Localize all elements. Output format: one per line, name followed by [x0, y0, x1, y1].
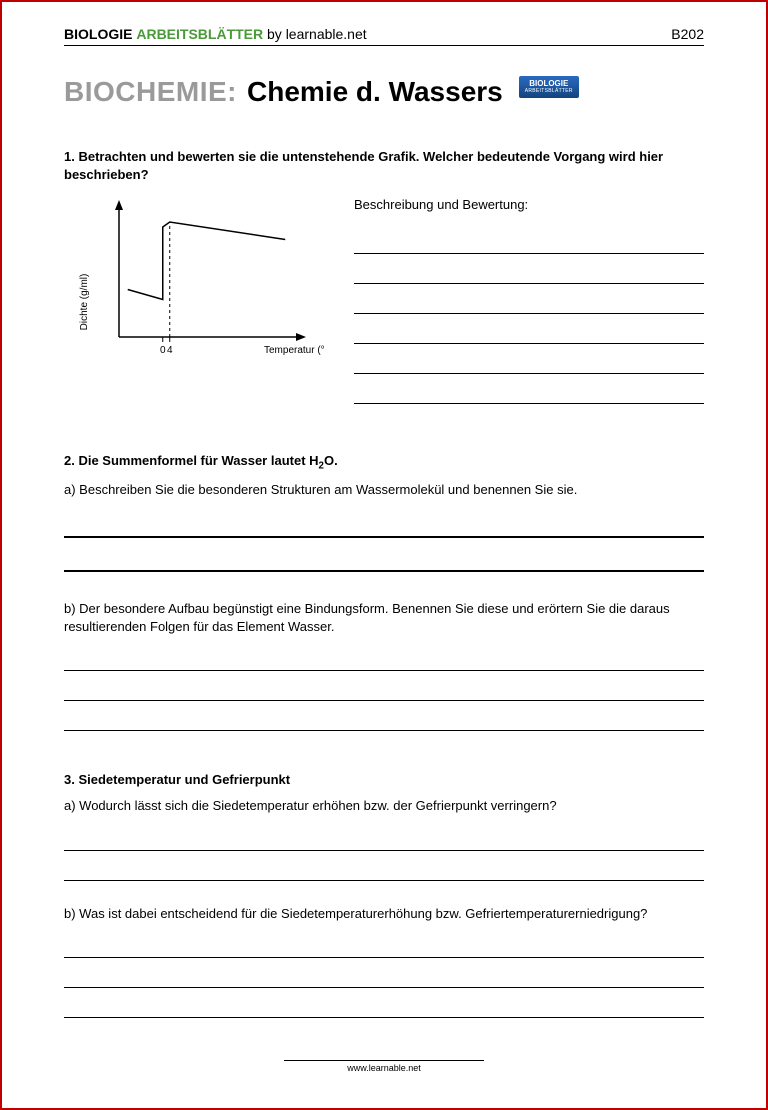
svg-text:Dichte (g/ml): Dichte (g/ml)	[79, 274, 90, 331]
q1-answer-lines	[354, 232, 704, 404]
q2b-text: b) Der besondere Aufbau begünstigt eine …	[64, 600, 704, 635]
header-left: BIOLOGIE ARBEITSBLÄTTER by learnable.net	[64, 26, 367, 42]
answer-line	[354, 232, 704, 254]
q1-body: 04 Temperatur (°C) Dichte (g/ml) Beschreib…	[64, 197, 704, 412]
title-row: BIOCHEMIE: Chemie d. Wassers BIOLOGIE AR…	[64, 76, 704, 108]
header-code: B202	[671, 26, 704, 42]
answer-line	[64, 709, 704, 731]
answer-line	[64, 649, 704, 671]
footer-rule	[284, 1060, 484, 1061]
worksheet-page: BIOLOGIE ARBEITSBLÄTTER by learnable.net…	[64, 26, 704, 1073]
q2-heading-suffix: O.	[324, 453, 338, 468]
answer-line	[354, 352, 704, 374]
svg-text:4: 4	[167, 345, 173, 356]
q3a-text: a) Wodurch lässt sich die Siedetemperatu…	[64, 797, 704, 815]
q1-heading: 1. Betrachten und bewerten sie die unten…	[64, 148, 704, 183]
svg-text:0: 0	[160, 345, 166, 356]
footer: www.learnable.net	[64, 1060, 704, 1073]
q3b-text: b) Was ist dabei entscheidend für die Si…	[64, 905, 704, 923]
title-grey: BIOCHEMIE:	[64, 76, 237, 108]
answer-line	[354, 322, 704, 344]
answer-line	[354, 292, 704, 314]
answer-line	[64, 512, 704, 538]
header-by: by learnable.net	[267, 26, 367, 42]
answer-line	[64, 859, 704, 881]
footer-text: www.learnable.net	[347, 1063, 421, 1073]
header-bar: BIOLOGIE ARBEITSBLÄTTER by learnable.net…	[64, 26, 704, 46]
q3-heading: 3. Siedetemperatur und Gefrierpunkt	[64, 771, 704, 789]
answer-line	[64, 996, 704, 1018]
q2a-answer-lines	[64, 512, 704, 572]
header-brand-green: ARBEITSBLÄTTER	[136, 26, 263, 42]
answer-line	[354, 382, 704, 404]
q3b-answer-lines	[64, 936, 704, 1018]
answer-line	[64, 679, 704, 701]
badge-sub: ARBEITSBLÄTTER	[525, 89, 573, 95]
q2-heading: 2. Die Summenformel für Wasser lautet H2…	[64, 452, 704, 473]
answer-line	[354, 262, 704, 284]
q1-answer-column: Beschreibung und Bewertung:	[354, 197, 704, 412]
density-chart-svg: 04 Temperatur (°C) Dichte (g/ml)	[64, 197, 324, 377]
badge-top: BIOLOGIE	[529, 79, 568, 88]
svg-text:Temperatur (°C): Temperatur (°C)	[264, 345, 324, 356]
answer-line	[64, 966, 704, 988]
answer-line	[64, 546, 704, 572]
q3a-answer-lines	[64, 829, 704, 881]
q2b-answer-lines	[64, 649, 704, 731]
answer-line	[64, 936, 704, 958]
q2-block: 2. Die Summenformel für Wasser lautet H2…	[64, 452, 704, 731]
q2a-text: a) Beschreiben Sie die besonderen Strukt…	[64, 481, 704, 499]
biologie-badge: BIOLOGIE ARBEITSBLÄTTER	[519, 76, 579, 98]
title-black: Chemie d. Wassers	[247, 76, 503, 108]
density-chart: 04 Temperatur (°C) Dichte (g/ml)	[64, 197, 324, 377]
q3-block: 3. Siedetemperatur und Gefrierpunkt a) W…	[64, 771, 704, 1018]
q2-heading-prefix: 2. Die Summenformel für Wasser lautet H	[64, 453, 319, 468]
answer-line	[64, 829, 704, 851]
q1-desc-label: Beschreibung und Bewertung:	[354, 197, 704, 212]
header-brand: BIOLOGIE	[64, 26, 132, 42]
